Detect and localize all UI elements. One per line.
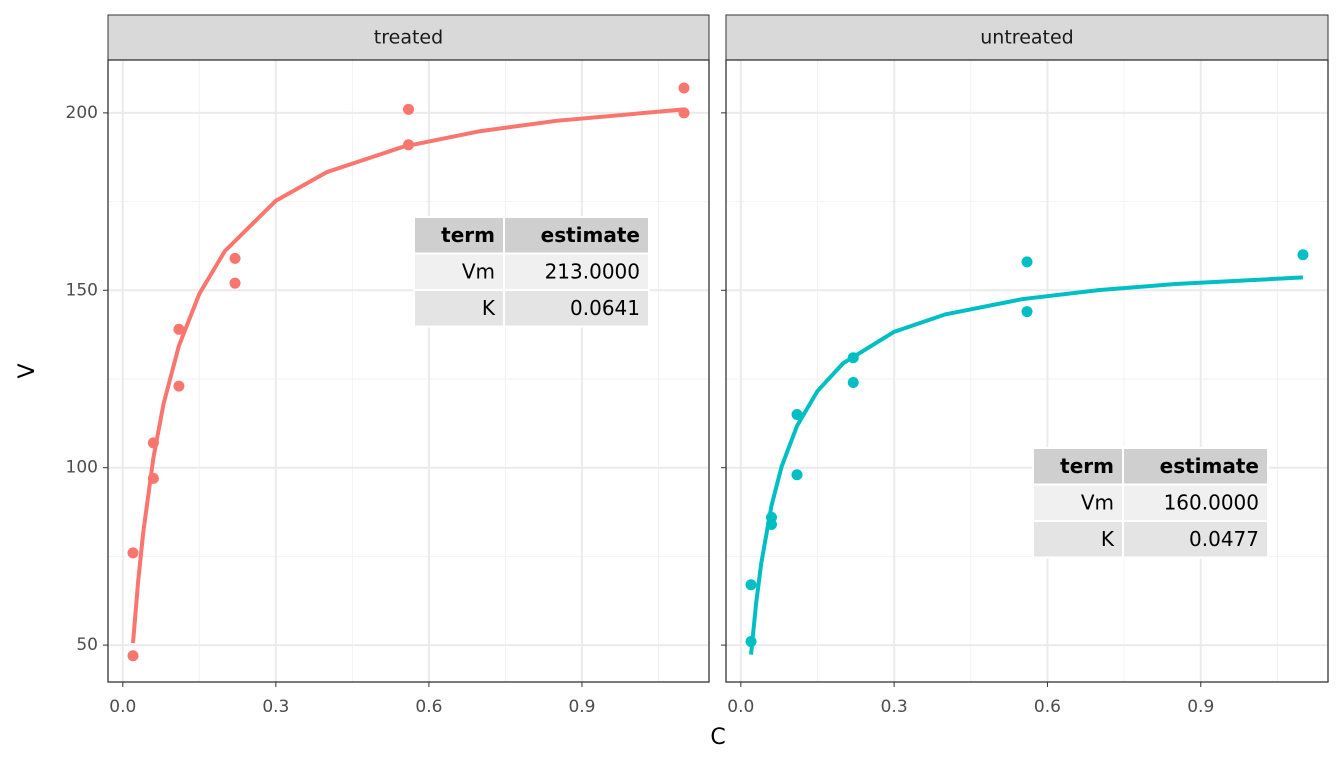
point: [229, 277, 241, 289]
point: [147, 472, 159, 484]
facet-strip: [725, 14, 1329, 61]
x-axis-label: C: [710, 725, 725, 750]
point: [678, 82, 690, 94]
x-tick-label: 0.3: [262, 697, 289, 717]
point: [147, 437, 159, 449]
x-tick-label: 0.9: [568, 697, 595, 717]
table-cell: [413, 289, 505, 328]
table-header: estimate: [1160, 454, 1259, 478]
table-cell: [503, 289, 650, 328]
table-text: 213.0000: [545, 259, 640, 283]
point: [847, 377, 859, 389]
x-tick-label: 0.3: [881, 697, 908, 717]
point: [127, 650, 139, 662]
point: [229, 252, 241, 264]
point: [745, 636, 757, 648]
table-text: 160.0000: [1164, 490, 1259, 514]
y-tick-label: 200: [66, 103, 98, 123]
table-text: Vm: [1081, 490, 1114, 514]
y-axis-label: V: [15, 363, 40, 378]
point: [403, 139, 414, 151]
facet-label: treated: [374, 27, 443, 49]
table-cell: [503, 252, 650, 291]
point: [173, 380, 185, 392]
point: [403, 103, 414, 115]
fit-curve: [749, 275, 1304, 655]
table-cell: [413, 252, 505, 291]
point: [791, 408, 803, 420]
y-tick-label: 100: [66, 458, 98, 478]
point: [1021, 306, 1033, 318]
table-header: term: [441, 223, 495, 247]
panel-border: [725, 59, 1329, 683]
point: [1297, 249, 1309, 261]
table-header-cell: [503, 216, 650, 255]
point: [847, 352, 859, 364]
x-tick-label: 0.0: [109, 697, 136, 717]
panel-border: [107, 59, 710, 683]
facet-label: untreated: [980, 27, 1073, 49]
x-tick-label: 0.9: [1187, 697, 1214, 717]
point: [745, 579, 757, 591]
facet-strip: [107, 14, 710, 61]
table-header-cell: [1122, 447, 1269, 486]
x-tick-label: 0.6: [415, 697, 442, 717]
table-header-cell: [413, 216, 505, 255]
point: [678, 107, 690, 119]
table-text: 0.0477: [1189, 527, 1259, 551]
table-text: 0.0641: [570, 296, 640, 320]
table-text: Vm: [462, 259, 495, 283]
point: [765, 511, 777, 523]
point: [791, 469, 803, 481]
table-cell: [1122, 520, 1269, 559]
table-cell: [1032, 483, 1124, 522]
table-header: estimate: [541, 223, 640, 247]
x-tick-label: 0.6: [1034, 697, 1061, 717]
x-tick-label: 0.0: [727, 697, 754, 717]
table-text: K: [482, 296, 496, 320]
point: [127, 547, 139, 559]
y-tick-label: 50: [76, 635, 98, 655]
point: [1021, 256, 1033, 268]
point: [173, 323, 185, 335]
table-text: K: [1101, 527, 1115, 551]
fit-curve: [131, 107, 685, 644]
table-header: term: [1060, 454, 1114, 478]
y-tick-label: 150: [66, 280, 98, 300]
